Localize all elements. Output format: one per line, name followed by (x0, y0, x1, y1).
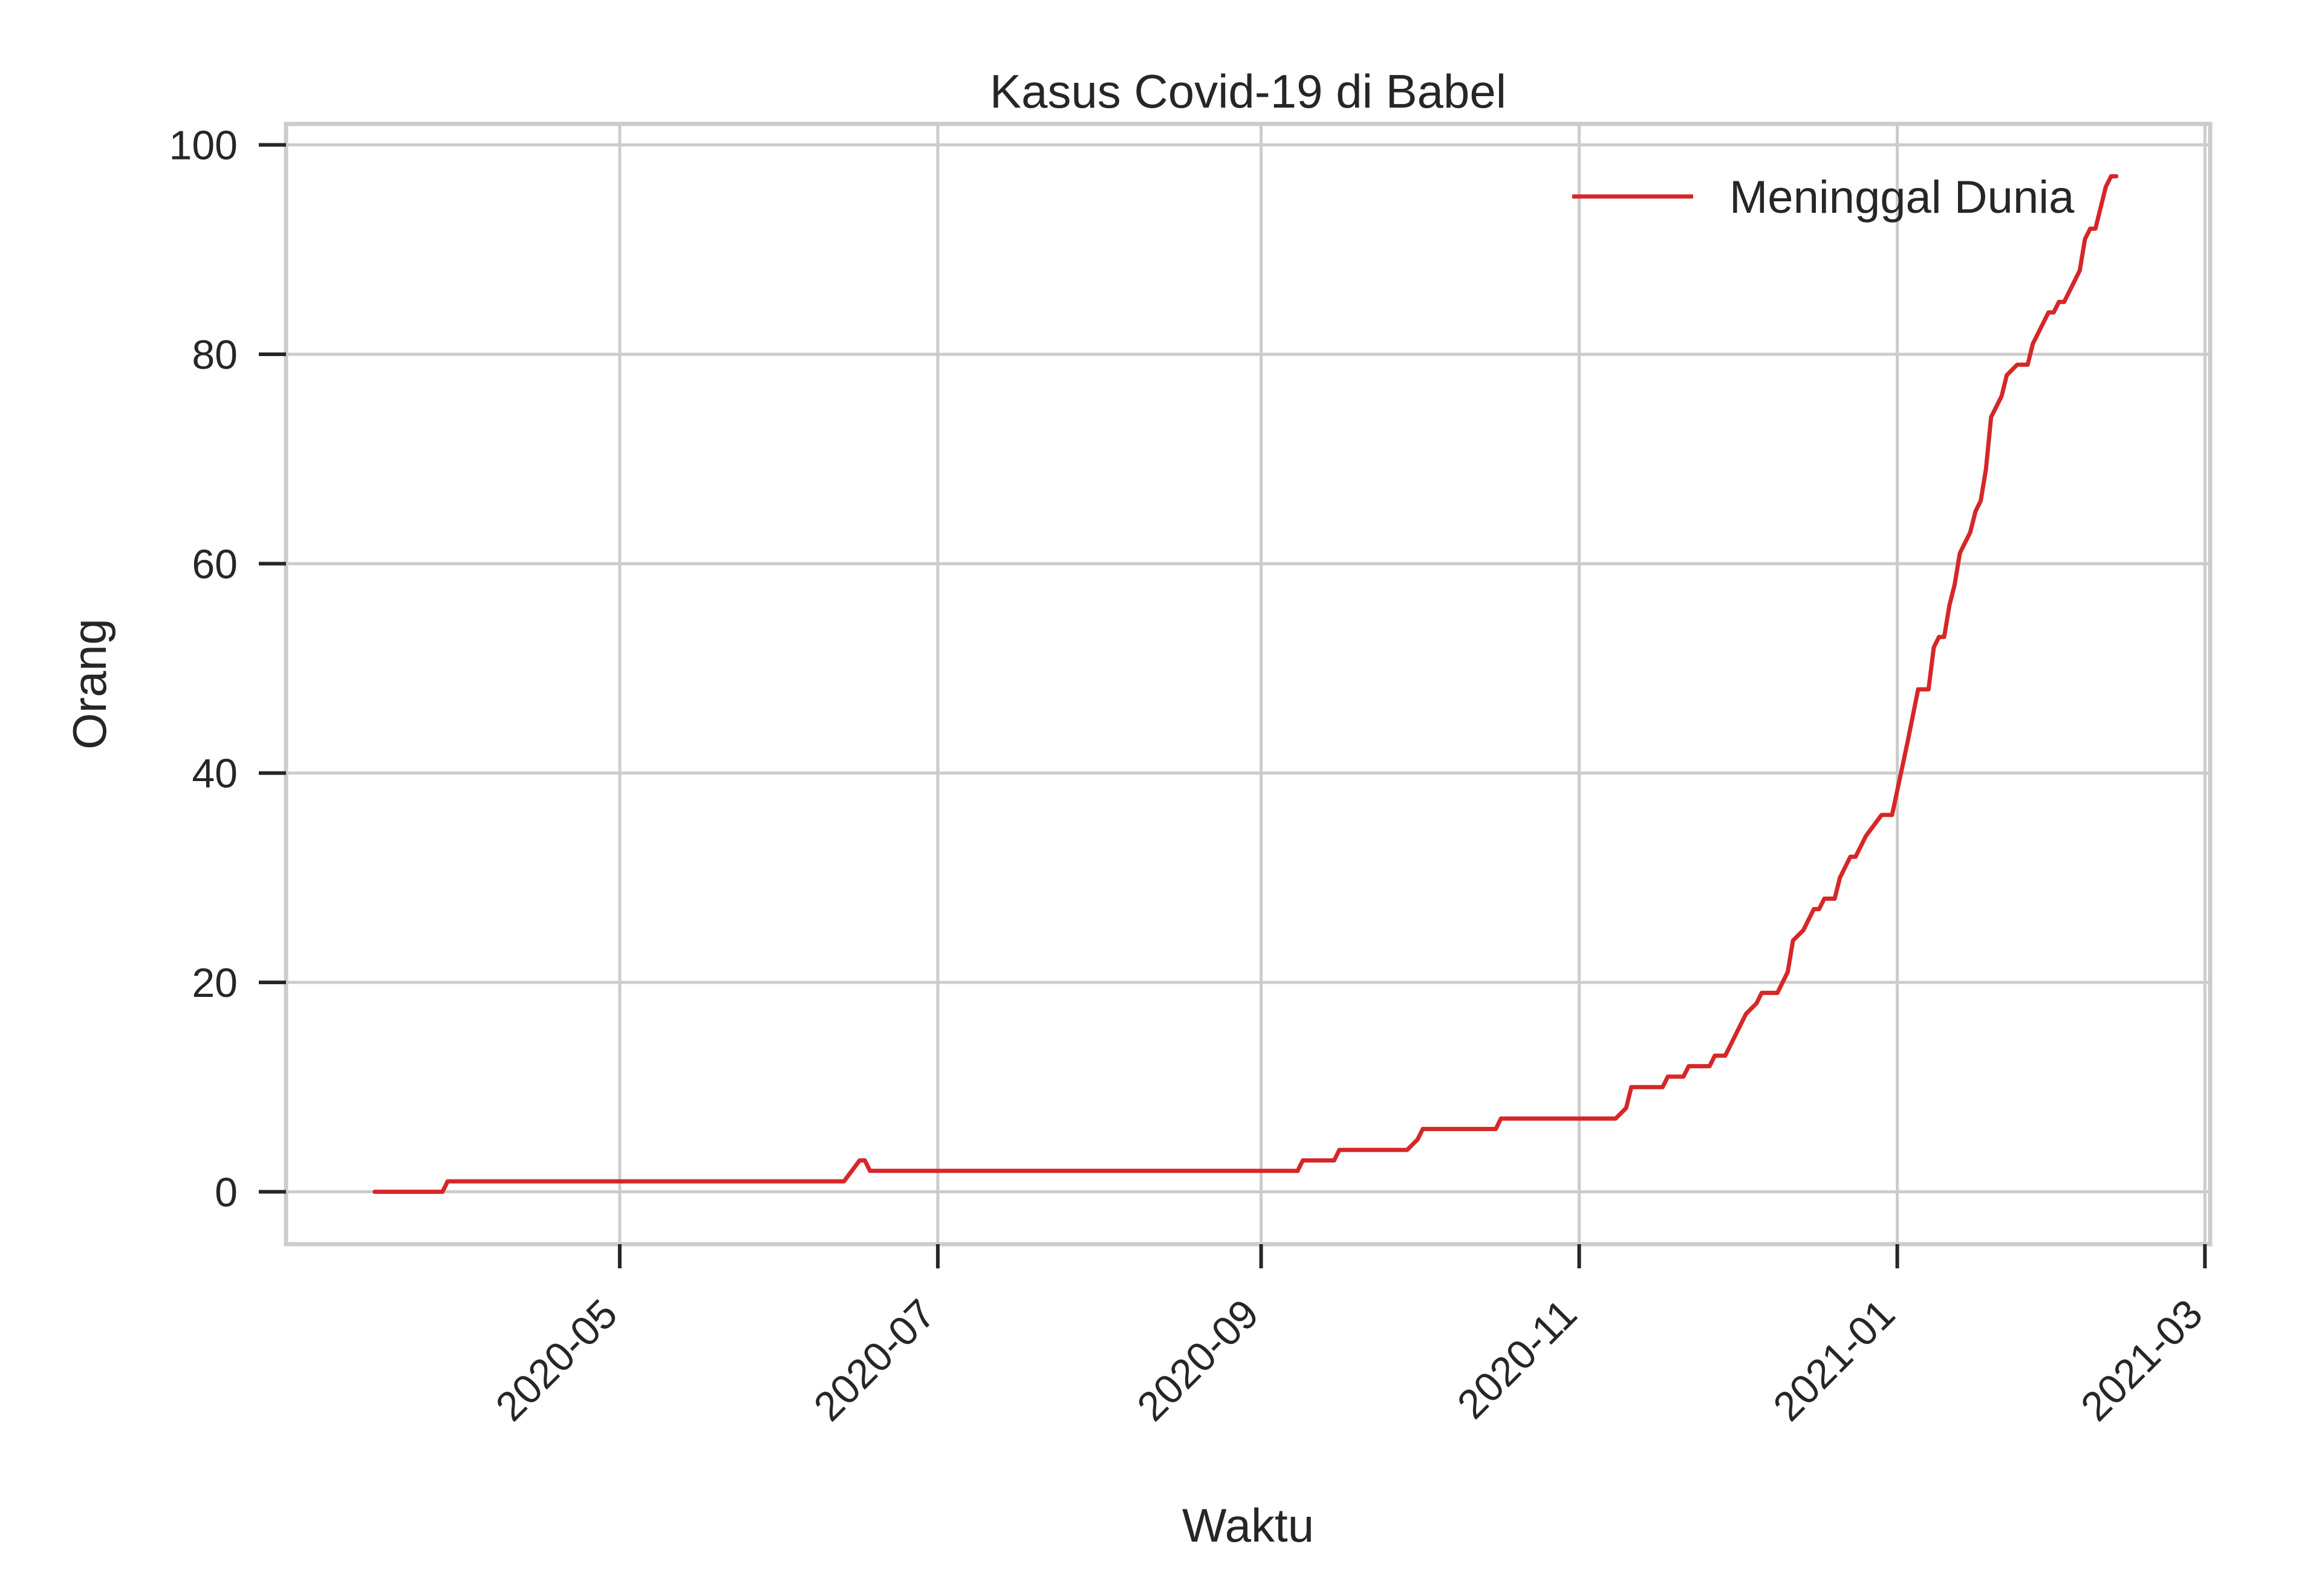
y-tick-label: 40 (192, 751, 238, 797)
chart-title: Kasus Covid-19 di Babel (990, 65, 1506, 118)
y-tick-label: 100 (169, 123, 238, 169)
legend: Meninggal Dunia (1572, 172, 2075, 223)
y-tick-label: 80 (192, 332, 238, 378)
x-axis-label: Waktu (1182, 1499, 1314, 1552)
series-lines (372, 174, 2119, 1194)
y-axis-label: Orang (63, 618, 116, 750)
y-tick-label: 60 (192, 541, 238, 587)
plot-area (284, 122, 2213, 1247)
series-line-meninggal-dunia (372, 174, 2119, 1194)
y-axis-ticks: 0 20 40 60 80 100 (169, 123, 286, 1215)
gridlines (286, 124, 2210, 1244)
y-tick-label: 0 (215, 1169, 238, 1215)
legend-label-meninggal-dunia: Meninggal Dunia (1729, 172, 2075, 223)
plot-frame (284, 122, 2213, 1247)
y-tick-label: 20 (192, 960, 238, 1006)
